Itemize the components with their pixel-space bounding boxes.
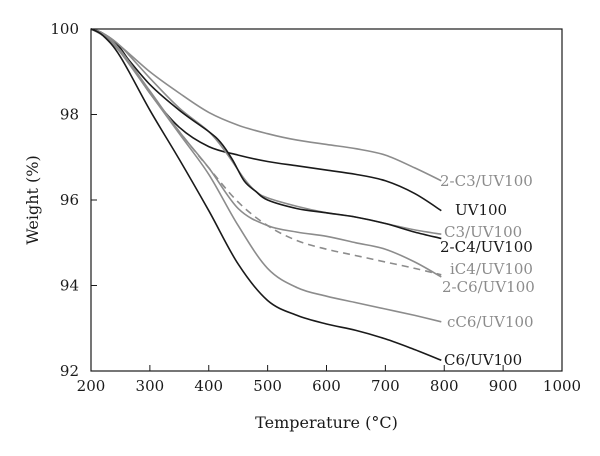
y-tick-label: 100: [50, 20, 79, 38]
x-tick-label: 200: [77, 377, 106, 395]
series-label: iC4/UV100: [450, 260, 533, 278]
series-line: [90, 28, 442, 182]
series-line: [90, 28, 442, 212]
series-line: [90, 28, 442, 323]
y-tick-label: 94: [60, 277, 79, 295]
series-label: cC6/UV100: [447, 313, 534, 331]
series-line: [90, 28, 442, 362]
x-tick-label: 600: [312, 377, 341, 395]
x-tick-label: 300: [136, 377, 165, 395]
series-line: [90, 28, 442, 278]
series-label: C3/UV100: [444, 223, 522, 241]
plot-layer: [90, 28, 442, 362]
x-tick-label: 700: [371, 377, 400, 395]
axes-layer: 200 300 400 500 600 700 800 900 1000 92 94 96 98 100: [50, 20, 581, 395]
x-tick-label: 1000: [543, 377, 581, 395]
series-line: [90, 28, 442, 235]
x-tick-label: 800: [430, 377, 459, 395]
x-tick-label: 400: [194, 377, 223, 395]
x-tick-label: 500: [253, 377, 282, 395]
y-tick-label: 98: [60, 106, 79, 124]
series-line: [90, 28, 442, 240]
series-label: UV100: [455, 201, 507, 219]
series-label: 2-C4/UV100: [440, 238, 533, 256]
y-tick-label: 92: [60, 362, 79, 380]
y-axis-label: Weight (%): [23, 155, 42, 244]
x-tick-label: 900: [489, 377, 518, 395]
series-label: 2-C3/UV100: [440, 172, 533, 190]
series-label: 2-C6/UV100: [442, 278, 535, 296]
x-axis-label: Temperature (°C): [255, 413, 398, 432]
y-tick-label: 96: [60, 191, 79, 209]
series-label: C6/UV100: [444, 351, 522, 369]
